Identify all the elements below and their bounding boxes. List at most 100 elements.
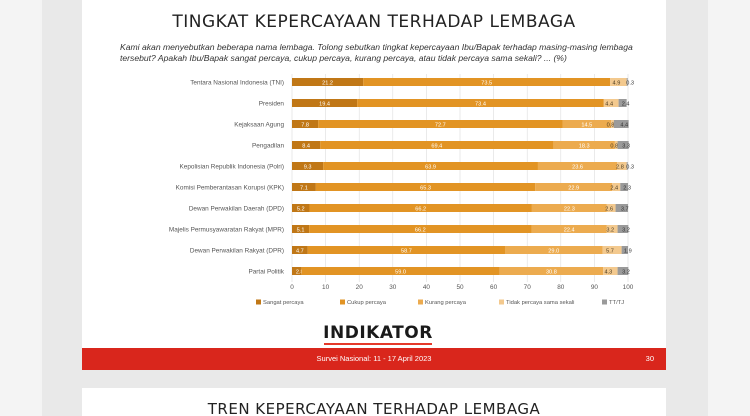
- x-tick-label: 60: [490, 284, 498, 291]
- data-label: 2.4: [610, 185, 618, 191]
- data-label: 18.3: [579, 143, 590, 149]
- bar-segment: [309, 204, 532, 212]
- bar-segment: [292, 225, 310, 233]
- bar-segment: [323, 162, 538, 170]
- legend-swatch: [256, 299, 261, 305]
- right-gutter: [708, 0, 750, 416]
- x-tick-label: 20: [356, 284, 364, 291]
- bar-segment: [614, 141, 618, 149]
- data-label: 4.9: [613, 80, 621, 86]
- logo-underline: [324, 343, 432, 345]
- footer-survey-label: Survei Nasional: 11 - 17 April 2023: [316, 354, 432, 363]
- legend-label: Tidak percaya sama sekali: [506, 300, 574, 306]
- data-label: 5.7: [606, 248, 614, 254]
- bar-segment: [621, 246, 628, 254]
- data-label: 66.2: [415, 206, 426, 212]
- bar-segment: [617, 162, 627, 170]
- category-label: Komisi Pemberantasan Korupsi (KPK): [176, 185, 284, 192]
- category-label: Tentara Nasional Indonesia (TNI): [190, 80, 284, 87]
- data-label: 73.4: [475, 101, 486, 107]
- x-tick-label: 0: [290, 284, 294, 291]
- data-label: 1.9: [624, 248, 632, 254]
- legend-label: Sangat percaya: [263, 300, 304, 306]
- data-label: 30.8: [546, 269, 557, 275]
- bar-segment: [617, 141, 629, 149]
- logo-text: INDIKATOR: [323, 323, 433, 343]
- legend-label: Kurang percaya: [425, 300, 467, 306]
- bar-segment: [292, 183, 316, 191]
- bar-segment: [309, 225, 532, 233]
- data-label: 3.2: [622, 227, 630, 233]
- bar-segment: [611, 120, 614, 128]
- data-label: 73.5: [481, 80, 492, 86]
- data-label: 3.2: [622, 269, 630, 275]
- bar-segment: [292, 204, 310, 212]
- category-label: Kepolisian Republik Indonesia (Polri): [180, 164, 284, 171]
- bar-segment: [505, 246, 603, 254]
- data-label: 2.3: [623, 185, 631, 191]
- data-label: 3.3: [622, 143, 630, 149]
- bar-segment: [618, 99, 627, 107]
- data-label: 19.4: [319, 101, 330, 107]
- bar-segment: [307, 246, 506, 254]
- bar-segment: [602, 246, 622, 254]
- legend-label: Cukup percaya: [347, 300, 387, 306]
- bar-segment: [318, 120, 563, 128]
- data-label: 3.2: [606, 227, 614, 233]
- category-label: Partai Politik: [248, 269, 284, 276]
- data-label: 14.5: [581, 122, 592, 128]
- data-label: 22.3: [564, 206, 575, 212]
- legend-label: TT/TJ: [609, 300, 624, 306]
- bar-segment: [626, 162, 628, 170]
- x-tick-label: 80: [557, 284, 565, 291]
- bar-segment: [320, 141, 554, 149]
- x-tick-label: 100: [623, 284, 634, 291]
- data-label: 7.1: [300, 185, 308, 191]
- x-tick-label: 50: [456, 284, 464, 291]
- x-tick-label: 90: [591, 284, 599, 291]
- next-slide-title: TREN KEPERCAYAAN TERHADAP LEMBAGA: [207, 400, 541, 416]
- data-label: 65.3: [420, 185, 431, 191]
- data-label: 2.6: [605, 206, 613, 212]
- data-label: 2.8: [616, 164, 624, 170]
- data-label: 69.4: [431, 143, 442, 149]
- bar-segment: [617, 225, 629, 233]
- bar-segment: [617, 267, 629, 275]
- category-label: Kejaksaan Agung: [234, 122, 284, 129]
- data-label: 0.3: [626, 80, 634, 86]
- data-label: 29.0: [548, 248, 559, 254]
- category-label: Dewan Perwakilan Daerah (DPD): [189, 206, 284, 213]
- bar-segment: [363, 78, 611, 86]
- x-tick-label: 30: [389, 284, 397, 291]
- bar-segment: [357, 99, 604, 107]
- data-label: 0.3: [626, 164, 634, 170]
- bar-segment: [535, 183, 613, 191]
- bar-segment: [292, 246, 308, 254]
- survey-question: Kami akan menyebutkan beberapa nama lemb…: [120, 42, 633, 63]
- data-label: 63.9: [425, 164, 436, 170]
- x-tick-label: 70: [524, 284, 532, 291]
- data-label: 5.2: [297, 206, 305, 212]
- bar-segment: [606, 204, 616, 212]
- bar-segment: [292, 99, 358, 107]
- trust-chart: Tentara Nasional Indonesia (TNI) 21.2 73.5…: [169, 74, 634, 306]
- bar-segment: [603, 99, 619, 107]
- data-label: 22.9: [568, 185, 579, 191]
- data-label: 22.4: [564, 227, 575, 233]
- data-label: 4.3: [604, 269, 612, 275]
- data-label: 0.8: [607, 122, 615, 128]
- bar-segment: [626, 78, 628, 86]
- bar-segment: [292, 267, 302, 275]
- data-label: 72.7: [435, 122, 446, 128]
- next-slide: TREN KEPERCAYAAN TERHADAP LEMBAGA: [82, 388, 666, 416]
- legend-swatch: [418, 299, 423, 305]
- data-label: 5.1: [297, 227, 305, 233]
- legend-swatch: [340, 299, 345, 305]
- category-label: Majelis Permusyawaratan Rakyat (MPR): [169, 227, 284, 234]
- left-gutter: [0, 0, 42, 416]
- category-label: Pengadilan: [252, 143, 284, 150]
- data-label: 4.4: [605, 101, 613, 107]
- data-label: 0.8: [610, 143, 618, 149]
- data-label: 2.8: [296, 269, 304, 275]
- bar-segment: [553, 141, 615, 149]
